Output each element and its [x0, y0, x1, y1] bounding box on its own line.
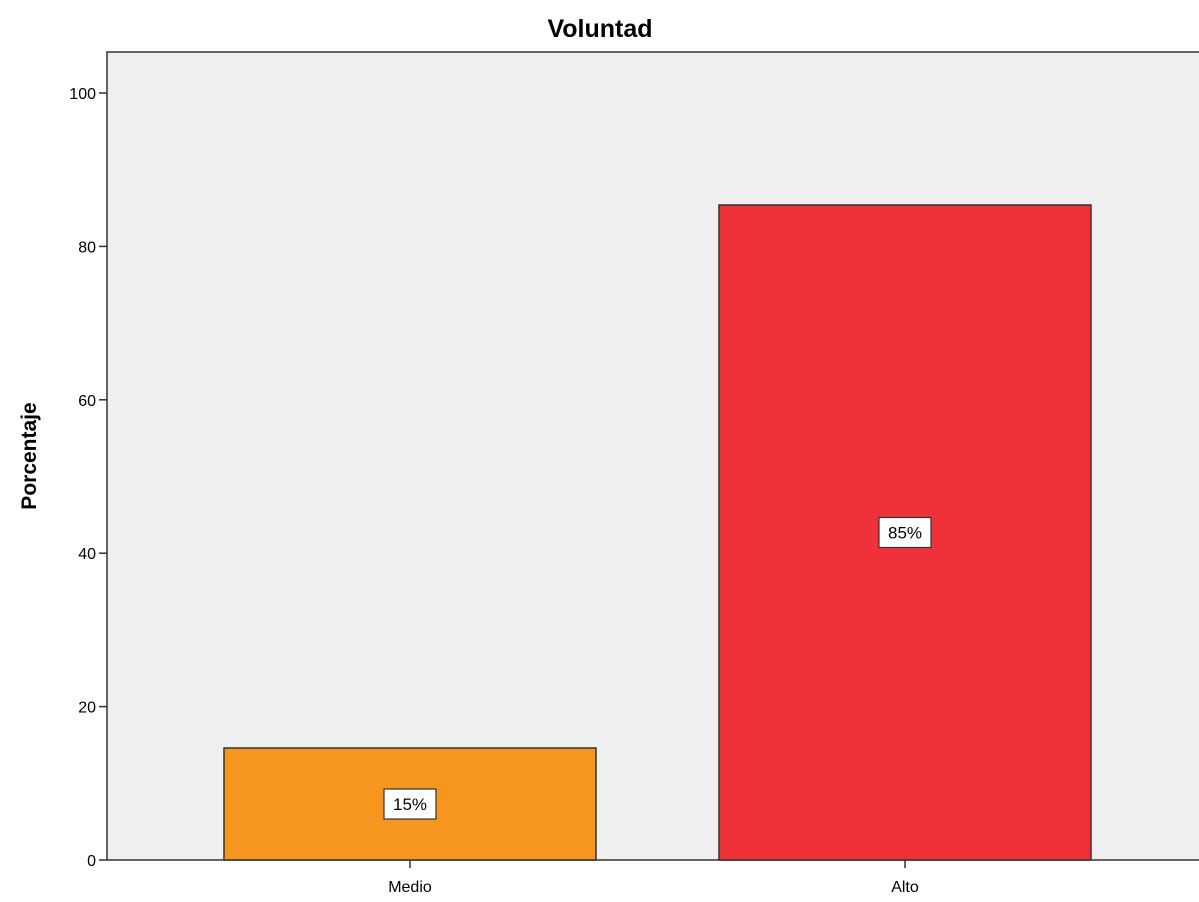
- y-axis-ticks: 0 20 40 60 80 100: [69, 86, 107, 870]
- data-label-box: [383, 788, 437, 820]
- data-label: 85%: [888, 523, 922, 542]
- data-label: 15%: [393, 795, 427, 814]
- data-label-box: [878, 516, 932, 549]
- y-tick-label: 0: [87, 853, 96, 870]
- x-axis-ticks: Medio Alto: [388, 860, 919, 896]
- y-tick-label: 20: [78, 700, 96, 717]
- x-tick-label: Alto: [891, 879, 919, 896]
- y-tick-label: 60: [78, 393, 96, 410]
- bars: 15% 85%: [223, 204, 1092, 861]
- y-tick-label: 100: [69, 86, 96, 103]
- y-axis-label: Porcentaje: [18, 402, 41, 509]
- y-tick-label: 40: [78, 546, 96, 563]
- x-tick-label: Medio: [388, 879, 432, 896]
- y-tick-label: 80: [78, 239, 96, 256]
- chart-title: Voluntad: [547, 15, 652, 43]
